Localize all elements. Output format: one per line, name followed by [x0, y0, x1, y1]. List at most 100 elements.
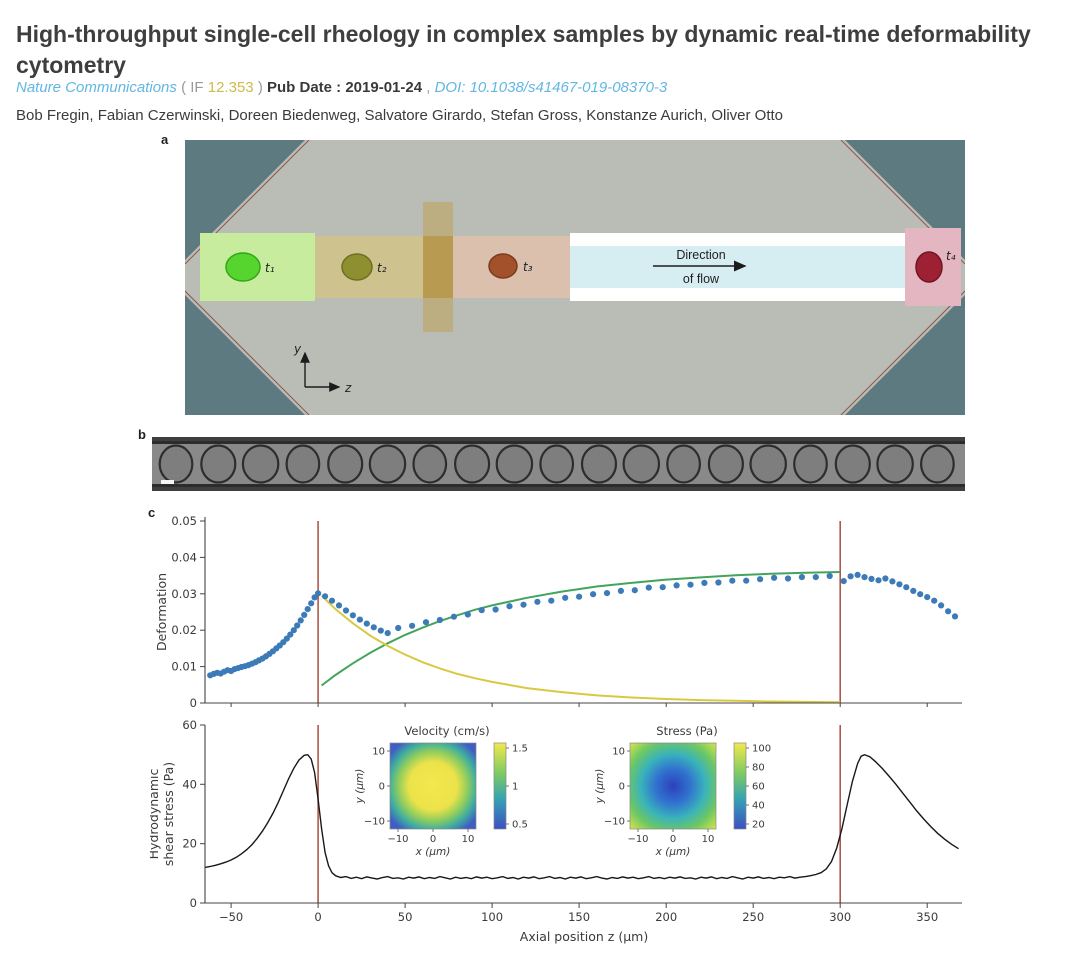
- funnel-edge-bottom-right: [840, 290, 965, 415]
- cell-image: [793, 444, 828, 484]
- inset-x-label: x (µm): [415, 846, 451, 858]
- cell-t1: [225, 252, 261, 282]
- cell-image: [285, 444, 321, 484]
- cell-image: [920, 444, 955, 484]
- reservoir-wall-top-left: [185, 140, 305, 260]
- colorbar: [733, 742, 747, 830]
- svg-text:1: 1: [512, 782, 518, 793]
- svg-text:150: 150: [568, 910, 590, 924]
- inset-x-label: x (µm): [655, 846, 691, 858]
- channel-wall-top: [152, 441, 965, 444]
- author-list: Bob Fregin, Fabian Czerwinski, Doreen Bi…: [16, 107, 784, 124]
- svg-text:350: 350: [916, 910, 938, 924]
- relaxation-fit-curve: [320, 571, 841, 687]
- cell-image: [749, 444, 788, 484]
- svg-text:1.5: 1.5: [512, 744, 528, 755]
- cell-image: [454, 444, 491, 484]
- svg-text:0: 0: [314, 910, 321, 924]
- cell-image: [412, 444, 448, 484]
- svg-text:0.04: 0.04: [171, 550, 197, 564]
- panel-a-chip-schematic: t₁ t₂ t₃ t₄ Direction of flow y z: [185, 140, 965, 415]
- svg-text:−10: −10: [364, 817, 385, 828]
- svg-text:300: 300: [829, 910, 851, 924]
- svg-text:40: 40: [752, 801, 765, 812]
- axis-y-label: y: [293, 342, 302, 356]
- funnel-edge-bottom-left: [185, 290, 310, 415]
- coordinate-axes: y z: [293, 342, 352, 395]
- cell-image: [539, 444, 575, 484]
- svg-text:0.5: 0.5: [512, 820, 528, 831]
- svg-text:20: 20: [182, 837, 197, 851]
- inset-y-label: y (µm): [354, 769, 366, 805]
- cell-image: [622, 444, 661, 484]
- journal-link[interactable]: Nature Communications: [16, 79, 177, 96]
- doi-link[interactable]: DOI: 10.1038/s41467-019-08370-3: [434, 79, 668, 96]
- impact-factor-suffix: ): [257, 79, 263, 96]
- decay-fit-curve: [320, 594, 841, 704]
- svg-text:10: 10: [702, 834, 715, 845]
- page-title: High-throughput single-cell rheology in …: [16, 21, 1031, 79]
- svg-text:10: 10: [612, 747, 625, 758]
- cell-row: [158, 444, 955, 484]
- channel-wall-bottom: [152, 484, 965, 487]
- cell-image: [241, 444, 280, 484]
- svg-text:40: 40: [182, 777, 197, 791]
- x-axis-label: Axial position z (µm): [520, 929, 648, 944]
- svg-text:60: 60: [752, 782, 765, 793]
- cell-image: [327, 444, 364, 484]
- cell-image: [580, 444, 618, 484]
- cell-t2: [341, 253, 373, 281]
- svg-text:80: 80: [752, 763, 765, 774]
- svg-text:0.05: 0.05: [171, 514, 197, 528]
- svg-text:10: 10: [462, 834, 475, 845]
- pressure-band-channel: [423, 236, 453, 298]
- svg-text:−50: −50: [219, 910, 243, 924]
- inset-title: Stress (Pa): [656, 724, 717, 738]
- svg-text:0: 0: [379, 782, 385, 793]
- cell-t4: [915, 251, 943, 283]
- svg-text:0: 0: [670, 834, 676, 845]
- cell-t3: [488, 253, 518, 279]
- channel-region-flow-core: [570, 246, 905, 288]
- svg-text:0.02: 0.02: [171, 623, 197, 637]
- panel-b-label: b: [138, 427, 146, 442]
- cell-image: [158, 444, 194, 484]
- deformation-plot: 0 0.01 0.02 0.03 0.04 0.05 Deformation: [154, 514, 962, 710]
- cell-image: [200, 444, 237, 484]
- deformation-scatter: [207, 571, 959, 679]
- svg-text:0: 0: [430, 834, 436, 845]
- svg-text:200: 200: [655, 910, 677, 924]
- panel-b-image-strip: [152, 437, 965, 491]
- cell-image: [666, 444, 701, 484]
- deformation-axis-label: Deformation: [154, 573, 169, 651]
- cell-t4-label: t₄: [946, 249, 956, 263]
- cell-image: [707, 444, 745, 484]
- cell-image: [834, 444, 871, 484]
- cell-image: [876, 444, 914, 484]
- velocity-inset: Velocity (cm/s) 10 0 −10−10 0 10 x (µm) y (µm) 1…: [354, 724, 528, 858]
- heatmap: [629, 742, 717, 830]
- svg-text:20: 20: [752, 820, 765, 831]
- svg-text:60: 60: [182, 718, 197, 732]
- panel-a-label: a: [161, 132, 169, 147]
- heatmap: [389, 742, 477, 830]
- cell-t2-label: t₂: [377, 261, 387, 275]
- separator: ,: [426, 79, 431, 96]
- svg-text:100: 100: [481, 910, 503, 924]
- pub-date: Pub Date : 2019-01-24: [266, 79, 423, 96]
- stress-profile-line: [204, 753, 959, 880]
- cell-image: [495, 444, 534, 484]
- impact-factor-value: 12.353: [207, 79, 254, 96]
- svg-text:−10: −10: [604, 817, 625, 828]
- inset-y-label: y (µm): [594, 769, 606, 805]
- inset-title: Velocity (cm/s): [404, 724, 489, 738]
- cell-t1-label: t₁: [265, 261, 275, 275]
- impact-factor-prefix: ( IF: [181, 79, 204, 96]
- svg-text:−10: −10: [387, 834, 408, 845]
- panel-c-label: c: [148, 505, 156, 520]
- panel-c-plots: 0 0.01 0.02 0.03 0.04 0.05 Deformation 0 20 40 60 −…: [150, 514, 962, 944]
- meta-line: Nature Communications ( IF 12.353 ) Pub …: [16, 79, 667, 96]
- scale-bar: [161, 480, 174, 484]
